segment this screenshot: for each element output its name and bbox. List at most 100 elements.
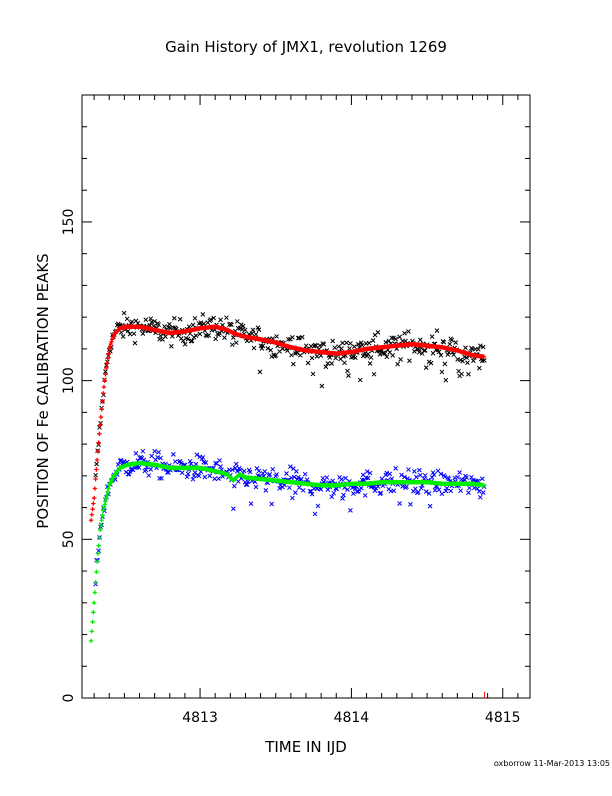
scatter-point	[248, 501, 254, 506]
scatter-point	[329, 494, 335, 500]
scatter-point	[346, 373, 351, 379]
scatter-point	[291, 474, 297, 480]
scatter-point	[375, 329, 381, 335]
scatter-point	[190, 476, 196, 482]
scatter-point	[421, 348, 427, 353]
scatter-point	[309, 355, 315, 361]
scatter-point	[307, 488, 313, 494]
fit-point	[104, 360, 110, 366]
scatter-point	[234, 468, 240, 474]
scatter-point	[457, 470, 462, 475]
scatter-point	[475, 346, 481, 352]
fit-point	[88, 518, 94, 523]
scatter-point	[268, 347, 274, 353]
scatter-point	[480, 490, 486, 496]
fit-point	[94, 467, 99, 472]
fit-point	[104, 492, 110, 498]
scatter-point	[247, 469, 253, 475]
scatter-point	[303, 343, 309, 349]
scatter-point	[320, 475, 326, 481]
scatter-point	[256, 468, 262, 474]
scatter-point	[367, 470, 373, 476]
scatter-point	[171, 315, 177, 321]
fit-point	[104, 365, 109, 371]
scatter-point	[375, 484, 381, 489]
scatter-point	[118, 330, 124, 335]
scatter-point	[191, 473, 197, 479]
scatter-point	[378, 490, 384, 496]
scatter-point	[185, 336, 191, 342]
scatter-point	[439, 369, 445, 375]
scatter-point	[229, 322, 234, 328]
scatter-point	[267, 472, 273, 477]
scatter-point	[233, 461, 239, 467]
scatter-point	[162, 324, 167, 329]
scatter-point	[474, 486, 480, 491]
fit-point	[94, 457, 100, 463]
scatter-point	[290, 495, 295, 501]
scatter-point	[336, 344, 341, 349]
scatter-point	[194, 452, 200, 458]
scatter-point	[366, 340, 372, 346]
scatter-point	[423, 489, 429, 494]
scatter-point	[296, 485, 302, 491]
scatter-point	[466, 371, 471, 377]
scatter-point	[423, 365, 429, 370]
fit-point	[103, 499, 108, 504]
scatter-point	[136, 465, 142, 470]
scatter-point	[96, 548, 101, 554]
scatter-point	[393, 465, 399, 471]
fit-point	[105, 356, 110, 361]
scatter-point	[398, 357, 403, 362]
plot-frame	[81, 94, 531, 699]
fit-point	[95, 551, 101, 556]
fit-point	[481, 354, 487, 359]
scatter-point	[256, 327, 262, 333]
scatter-point	[302, 471, 308, 477]
scatter-point	[202, 474, 208, 480]
scatter-point	[397, 334, 402, 340]
scatter-point	[342, 360, 347, 366]
scatter-point	[250, 327, 256, 333]
scatter-point	[412, 348, 417, 354]
scatter-point	[127, 331, 133, 337]
scatter-point	[418, 485, 424, 491]
fit-point	[101, 384, 107, 390]
scatter-point	[479, 476, 485, 482]
scatter-point	[432, 487, 438, 493]
scatter-point	[156, 449, 161, 455]
fit-point	[106, 486, 111, 491]
scatter-point	[416, 467, 422, 473]
scatter-point	[295, 335, 301, 341]
scatter-point	[428, 360, 434, 366]
scatter-point	[444, 485, 450, 491]
scatter-point	[406, 467, 411, 472]
scatter-point	[197, 331, 203, 337]
scatter-point	[417, 472, 423, 478]
scatter-point	[224, 315, 229, 321]
scatter-point	[321, 341, 327, 347]
scatter-point	[253, 331, 259, 337]
scatter-point	[156, 322, 161, 328]
fit-point	[96, 543, 101, 548]
scatter-point	[395, 361, 400, 367]
scatter-point	[459, 371, 464, 377]
scatter-point	[443, 377, 449, 383]
scatter-point	[269, 501, 275, 507]
fit-point	[90, 506, 95, 512]
scatter-point	[112, 477, 118, 482]
scatter-point	[451, 352, 457, 358]
fit-point	[88, 638, 94, 644]
scatter-point	[118, 457, 124, 463]
scatter-point	[447, 341, 453, 347]
scatter-point	[245, 479, 251, 484]
scatter-point	[285, 348, 290, 354]
scatter-point	[406, 329, 411, 334]
scatter-point	[331, 490, 337, 496]
scatter-point	[230, 467, 235, 473]
chart-title: Gain History of JMX1, revolution 1269	[165, 38, 447, 56]
x-tick-label: 4813	[182, 710, 218, 726]
scatter-point	[415, 489, 421, 495]
